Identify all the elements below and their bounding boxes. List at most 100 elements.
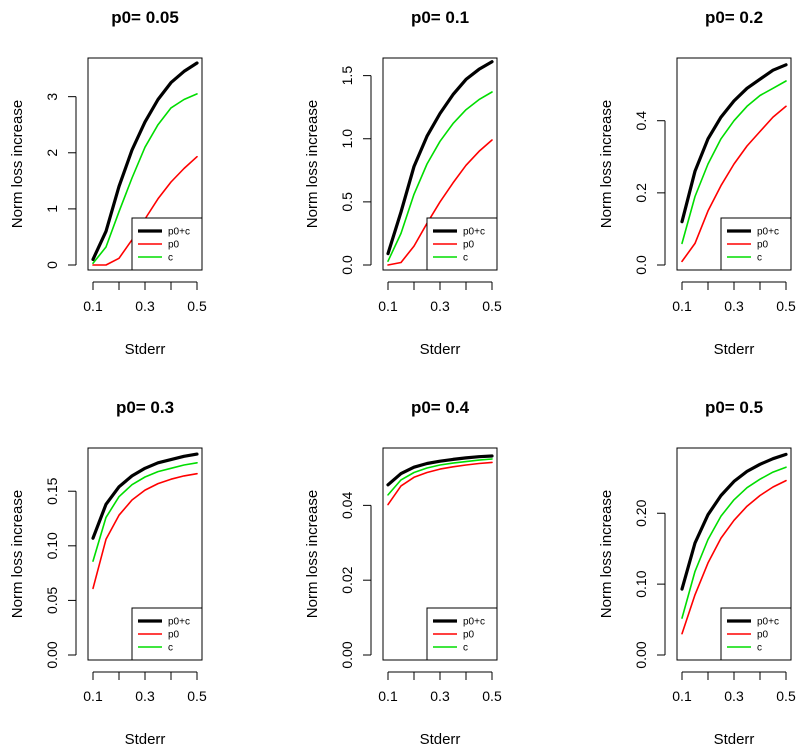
legend: p0+c p0 c [720,217,792,271]
y-tick-label: 0.04 [339,492,355,519]
y-tick-label: 1.5 [339,66,355,86]
legend-label: p0 [463,240,475,251]
legend-label: p0+c [757,227,779,238]
series-line-p0 [92,472,198,590]
y-tick-label: 0.00 [44,641,60,668]
legend-label: p0+c [463,227,485,238]
x-axis-label: Stderr [420,341,461,358]
chart-title: p0= 0.1 [411,8,469,27]
series-line-p0+c [386,454,494,487]
legend-label: p0+c [757,617,779,628]
legend-label: p0 [168,240,180,251]
legend-label: c [168,643,173,654]
y-tick-label: 0.00 [339,641,355,668]
legend-label: c [463,643,468,654]
x-tick-label: 0.3 [430,688,450,704]
series-line-p0+c [91,61,199,261]
legend: p0+c p0 c [720,607,792,661]
series-line-p0+c [680,63,788,224]
legend-label: p0+c [463,617,485,628]
y-tick-label: 0.15 [44,477,60,504]
legend-label: p0+c [168,617,190,628]
legend: p0+c p0 c [131,607,203,661]
x-tick-label: 0.5 [482,298,502,314]
x-tick-label: 0.1 [378,298,398,314]
chart-title: p0= 0.5 [705,398,763,417]
x-axis-label: Stderr [125,731,166,747]
x-axis-label: Stderr [714,731,755,747]
x-tick-label: 0.1 [378,688,398,704]
series-line-c [387,91,493,263]
legend: p0+c p0 c [426,217,498,271]
panel-2: p0= 0.1 0.1 0.3 0.5 Stderr 0.0 0.5 1.0 1.5 Norm l… [304,8,502,358]
y-axis-label: Norm loss increase [9,490,26,618]
y-tick-label: 0.00 [633,641,649,668]
y-axis-label: Norm loss increase [304,490,321,618]
y-tick-label: 0 [44,261,60,269]
x-tick-label: 0.3 [724,688,744,704]
legend: p0+c p0 c [131,217,203,271]
series-line-c [92,93,198,265]
legend-label: p0 [757,240,769,251]
legend-label: p0 [168,630,180,641]
y-tick-label: 1.0 [339,129,355,149]
x-axis-label: Stderr [714,341,755,358]
legend-label: c [757,253,762,264]
y-tick-label: 0.0 [633,255,649,275]
y-tick-label: 0.2 [633,183,649,203]
y-tick-label: 3 [44,93,60,101]
panel-1: p0= 0.05 0.1 0.3 0.5 Stderr 0 1 2 3 Norm loss inc… [9,8,207,358]
y-tick-label: 0.20 [633,499,649,526]
x-tick-label: 0.3 [724,298,744,314]
y-tick-label: 1 [44,205,60,213]
series-line-p0+c [680,452,788,591]
series-line-p0 [681,105,787,263]
y-axis-label: Norm loss increase [304,100,321,228]
series-line-p0 [387,461,493,506]
x-tick-label: 0.1 [83,688,103,704]
x-tick-label: 0.5 [187,688,207,704]
series-line-p0+c [91,452,199,540]
chart-title: p0= 0.4 [411,398,470,417]
x-axis-label: Stderr [420,731,461,747]
y-axis-label: Norm loss increase [9,100,26,228]
panel-5: p0= 0.4 0.1 0.3 0.5 Stderr 0.00 0.02 0.04 Norm l… [304,398,502,747]
legend: p0+c p0 c [426,607,498,661]
x-tick-label: 0.3 [135,298,155,314]
x-tick-label: 0.3 [135,688,155,704]
y-axis-label: Norm loss increase [598,490,615,618]
y-tick-label: 0.0 [339,255,355,275]
y-tick-label: 0.05 [44,587,60,614]
legend-label: p0+c [168,227,190,238]
y-tick-label: 0.4 [633,111,649,131]
x-tick-label: 0.1 [672,298,692,314]
y-axis-label: Norm loss increase [598,100,615,228]
x-tick-label: 0.3 [430,298,450,314]
y-tick-label: 0.10 [44,532,60,559]
panel-4: p0= 0.3 0.1 0.3 0.5 Stderr 0.00 0.05 0.10 0.15 No… [9,398,207,747]
y-tick-label: 2 [44,149,60,157]
legend-label: c [168,253,173,264]
series-line-c [387,458,493,496]
x-tick-label: 0.5 [776,298,796,314]
x-tick-label: 0.5 [187,298,207,314]
series-line-p0 [387,139,493,266]
y-tick-label: 0.5 [339,192,355,212]
panel-3: p0= 0.2 0.1 0.3 0.5 Stderr 0.0 0.2 0.4 Norm loss… [598,8,796,358]
legend-label: p0 [757,630,769,641]
series-line-p0 [681,479,787,635]
y-tick-label: 0.02 [339,566,355,593]
panel-6: p0= 0.5 0.1 0.3 0.5 Stderr 0.00 0.10 0.20 Norm l… [598,398,796,747]
series-line-p0+c [386,60,494,256]
chart-title: p0= 0.2 [705,8,763,27]
x-tick-label: 0.5 [776,688,796,704]
chart-title: p0= 0.3 [116,398,174,417]
x-tick-label: 0.5 [482,688,502,704]
y-tick-label: 0.10 [633,570,649,597]
legend-label: c [757,643,762,654]
legend-label: p0 [463,630,475,641]
series-line-c [681,466,787,619]
x-axis-label: Stderr [125,341,166,358]
series-line-c [92,461,198,562]
